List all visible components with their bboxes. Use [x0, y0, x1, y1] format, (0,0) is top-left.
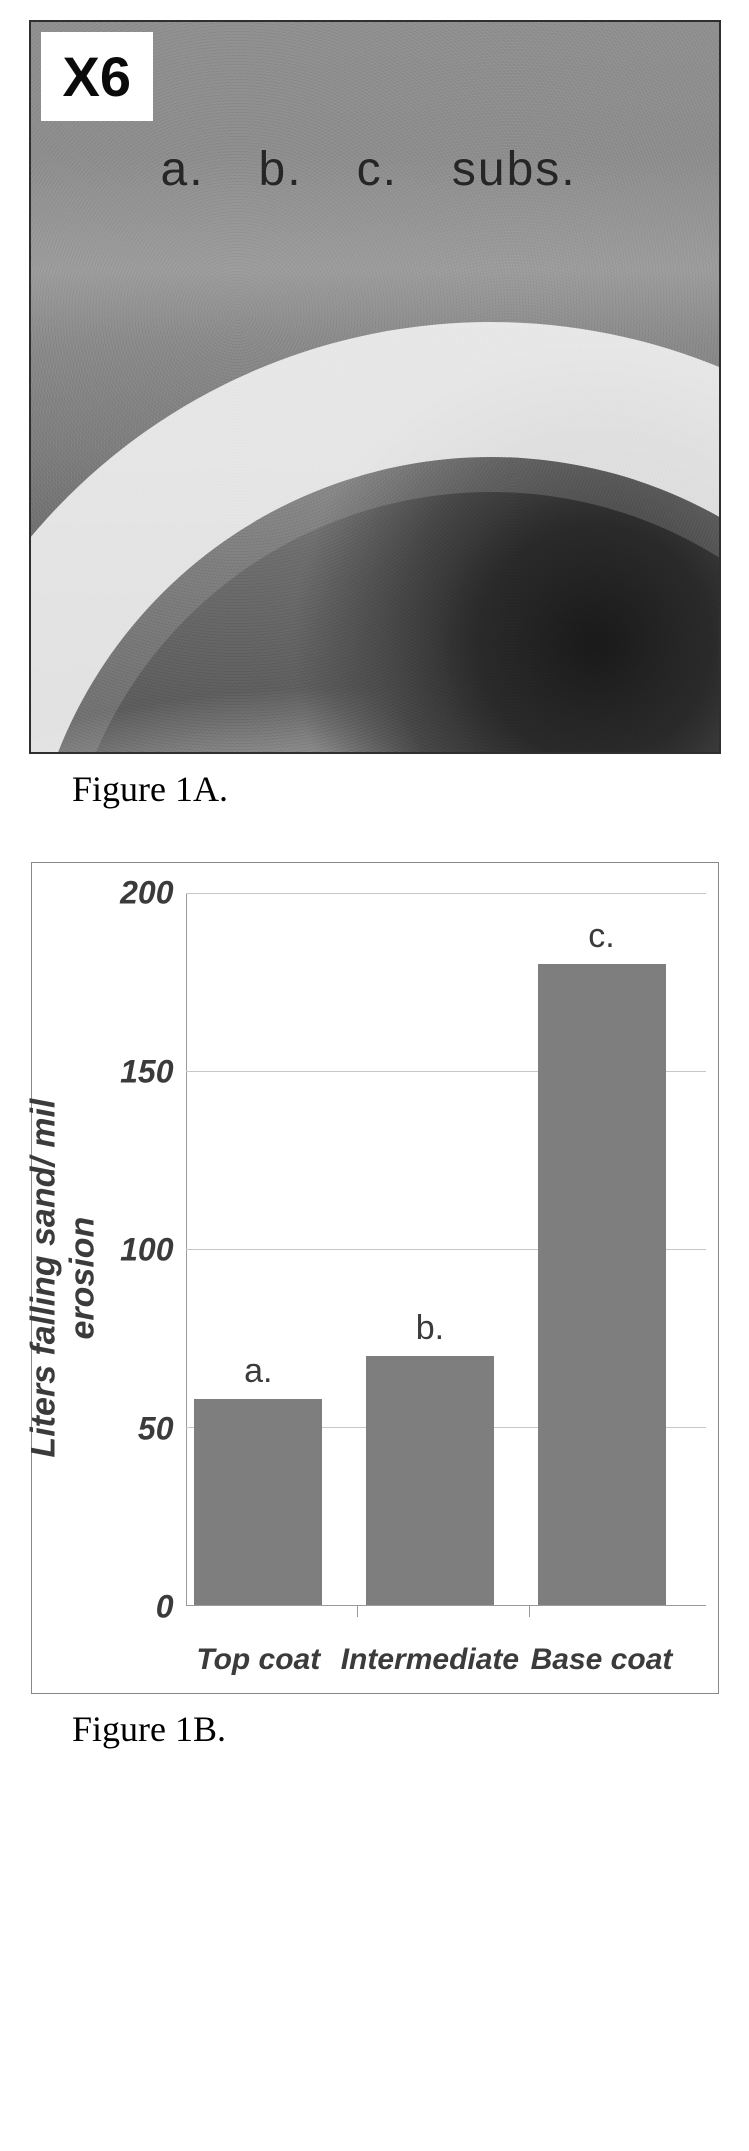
x-axis-ticks: Top coat Intermediate Base coat	[186, 1605, 706, 1693]
y-tick-label: 0	[96, 1589, 174, 1626]
bar-fill	[194, 1399, 322, 1605]
erosion-bar-chart: Liters falling sand/ milerosion 0 50 100 15…	[31, 862, 719, 1694]
x-tick-label: Top coat	[196, 1643, 320, 1677]
y-axis-title: Liters falling sand/ milerosion	[32, 863, 96, 1693]
y-tick-label: 200	[96, 875, 174, 912]
plot-area: a. b. c.	[186, 893, 706, 1605]
y-axis-title-text: Liters falling sand/ milerosion	[24, 1099, 102, 1458]
figure-1b-caption: Figure 1B.	[72, 1708, 729, 1750]
bar-letter-label: b.	[416, 1309, 444, 1348]
y-tick-label: 50	[96, 1410, 174, 1447]
bar-letter-label: a.	[244, 1352, 272, 1391]
x-tick-label: Base coat	[531, 1643, 673, 1677]
bar-fill	[366, 1356, 494, 1605]
x-tick-label: Intermediate	[341, 1643, 519, 1677]
y-tick-label: 100	[96, 1232, 174, 1269]
bar: a.	[194, 893, 322, 1605]
figure-1a-image: X6 a. b. c. subs.	[29, 20, 721, 754]
bar-letter-label: c.	[588, 917, 614, 956]
region-label-c: c.	[357, 142, 398, 197]
bar: b.	[366, 893, 494, 1605]
x-tick-mark	[357, 1605, 358, 1617]
y-axis-ticks: 0 50 100 150 200	[96, 863, 180, 1693]
figure-1a-caption: Figure 1A.	[72, 768, 729, 810]
x-tick-mark	[529, 1605, 530, 1617]
y-tick-label: 150	[96, 1053, 174, 1090]
bar-fill	[538, 964, 666, 1605]
region-label-a: a.	[161, 142, 205, 197]
bar: c.	[538, 893, 666, 1605]
region-label-b: b.	[259, 142, 303, 197]
magnification-badge: X6	[41, 32, 154, 121]
region-label-subs: subs.	[452, 142, 577, 197]
